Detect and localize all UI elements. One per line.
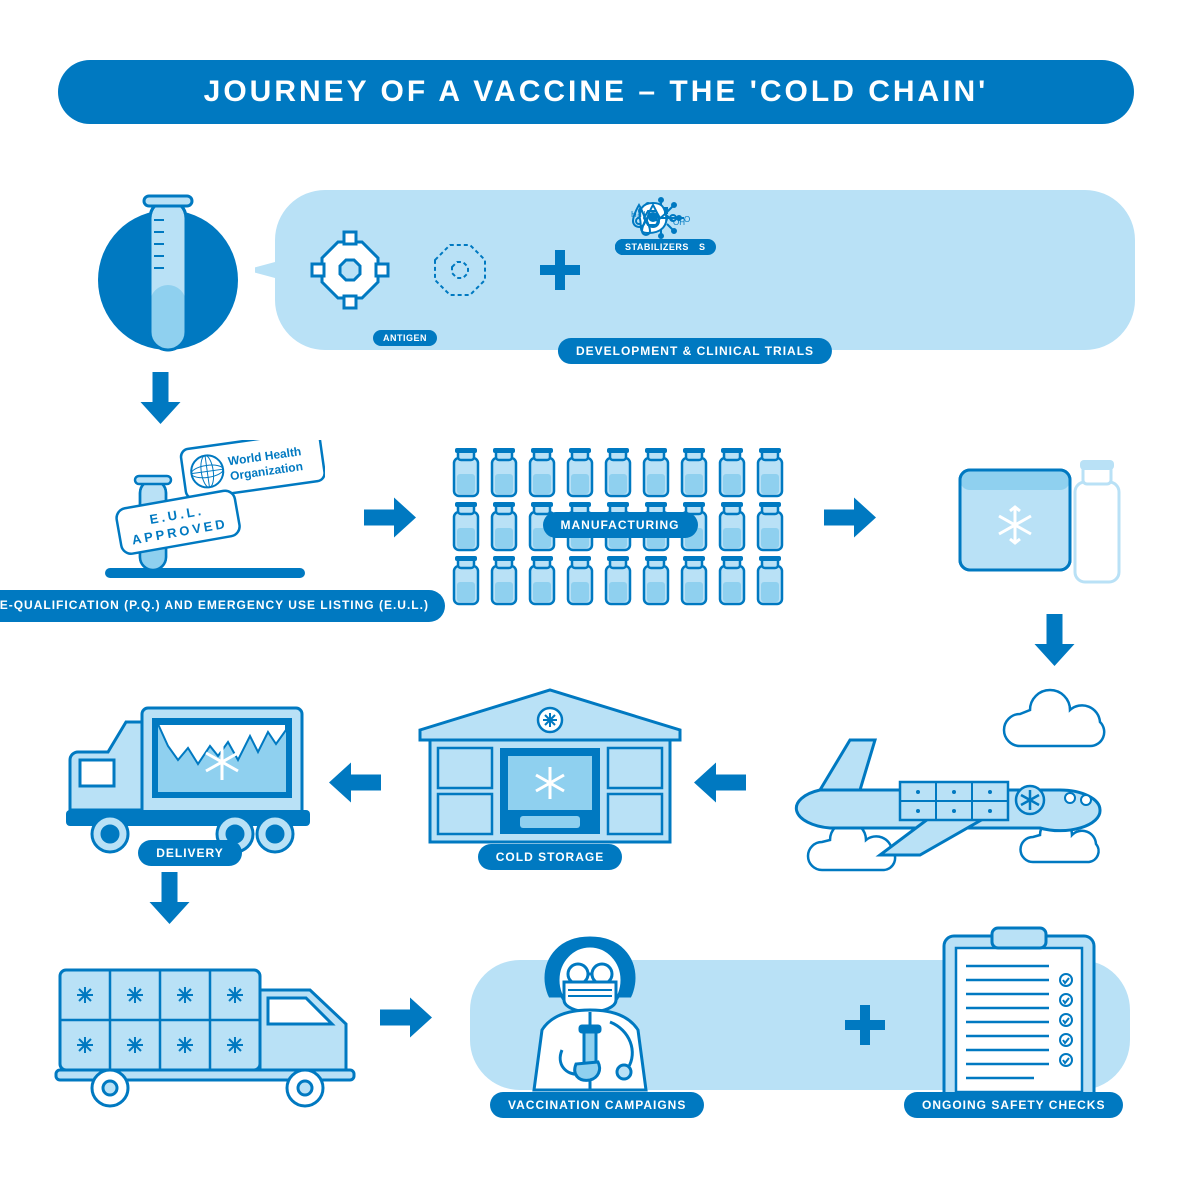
page-title: JOURNEY OF A VACCINE – THE 'COLD CHAIN': [58, 60, 1134, 124]
manufacturing-stage: MANUFACTURING: [440, 440, 800, 610]
antigen-dashed-icon: [415, 225, 505, 315]
stabilizers-label: STABILIZERS: [615, 239, 699, 255]
cold-storage-icon: [400, 680, 700, 860]
clipboard-icon: [934, 922, 1104, 1112]
airplane-icon: [790, 680, 1150, 880]
van-stage: [50, 940, 380, 1110]
air-transport-stage: [790, 680, 1150, 880]
development-label: DEVELOPMENT & CLINICAL TRIALS: [558, 338, 832, 364]
svg-text:OH: OH: [673, 218, 685, 227]
van-icon: [50, 940, 380, 1110]
components-grid: SURFACTANTS ADJUVANT RESIDUALS DILUENT O…: [615, 197, 995, 343]
flow-arrow: [143, 868, 192, 928]
component-stabilizers: H₂N OH STABILIZERS: [615, 197, 699, 255]
flow-arrow: [325, 756, 385, 805]
stabilizers-icon: H₂N OH: [629, 197, 685, 239]
antigen-label: ANTIGEN: [373, 330, 437, 346]
flow-arrow: [360, 496, 420, 545]
test-tube-origin: [78, 190, 258, 375]
delivery-stage: DELIVERY: [60, 690, 320, 866]
plus-icon: [535, 245, 585, 295]
delivery-label: DELIVERY: [138, 840, 242, 866]
manufacturing-label: MANUFACTURING: [543, 512, 698, 538]
flow-arrow: [376, 996, 436, 1045]
nurse-icon: [490, 920, 690, 1110]
delivery-truck-icon: [60, 690, 320, 860]
prequalification-stage: World Health Organization E.U.L. APPROVE…: [60, 440, 350, 622]
cold-storage-stage: COLD STORAGE: [400, 680, 700, 870]
flow-arrow: [134, 368, 183, 428]
antigen-group: [305, 225, 505, 315]
prequal-icon: World Health Organization E.U.L. APPROVE…: [85, 440, 325, 590]
vaccination-label: VACCINATION CAMPAIGNS: [490, 1092, 704, 1118]
antigen-solid-icon: [305, 225, 395, 315]
cold-box-stage: [950, 450, 1130, 600]
flow-arrow: [820, 496, 880, 545]
cold-box-icon: [950, 450, 1130, 600]
development-bubble: SURFACTANTS ADJUVANT RESIDUALS DILUENT O…: [255, 180, 1135, 360]
flow-arrow: [1028, 610, 1077, 670]
test-tube-icon: [78, 190, 258, 370]
plus-icon-2: [840, 1000, 890, 1050]
vaccination-safety-group: VACCINATION CAMPAIGNS ONGOING SAFETY CHE…: [460, 930, 1140, 1130]
flow-arrow: [690, 756, 750, 805]
safety-label: ONGOING SAFETY CHECKS: [904, 1092, 1123, 1118]
cold-storage-label: COLD STORAGE: [478, 844, 622, 870]
svg-text:H₂N: H₂N: [631, 210, 646, 219]
title-text: JOURNEY OF A VACCINE – THE 'COLD CHAIN': [204, 75, 989, 109]
prequal-label: PRE-QUALIFICATION (P.Q.) AND EMERGENCY U…: [0, 590, 445, 622]
